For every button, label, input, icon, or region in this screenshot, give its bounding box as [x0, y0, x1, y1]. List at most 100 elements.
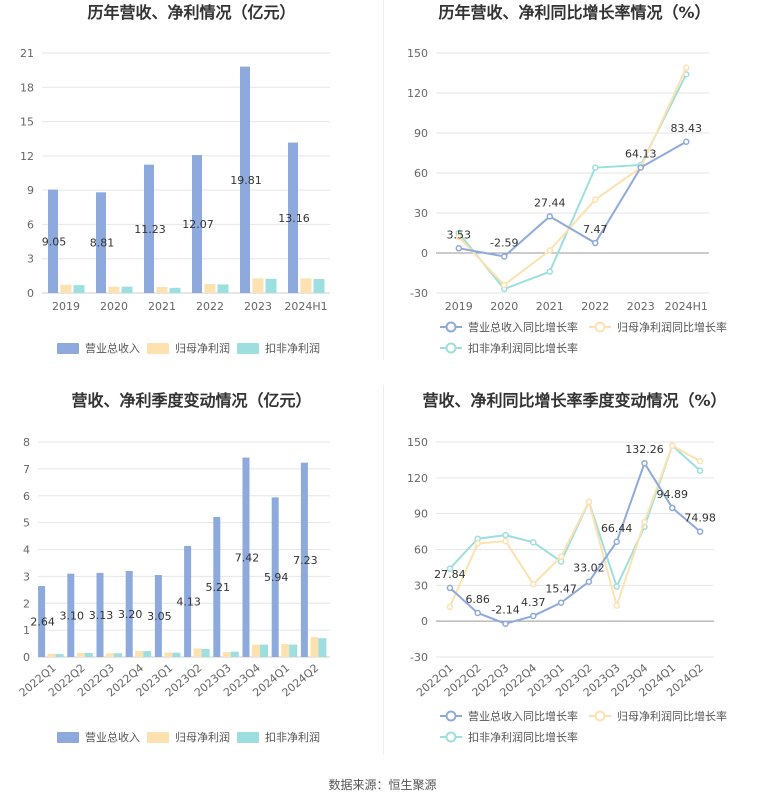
data-label: 94.89	[657, 488, 689, 501]
y-tick-label: -30	[410, 287, 428, 300]
data-label: 6.86	[465, 593, 490, 606]
bar-revenue	[96, 192, 106, 293]
bar-parent-profit	[135, 651, 144, 657]
x-tick-label: 2023	[627, 300, 655, 313]
bar-revenue	[67, 573, 75, 657]
x-tick-label: 2019	[52, 300, 80, 313]
data-label: 7.42	[235, 551, 260, 564]
data-label: 83.43	[671, 122, 703, 135]
bar-revenue	[125, 571, 133, 657]
legend-swatch	[147, 732, 169, 743]
bar-parent-profit	[310, 637, 319, 657]
bar-parent-profit	[252, 644, 260, 657]
series-point-2	[502, 531, 509, 539]
y-tick-label: 30	[414, 207, 428, 220]
series-point-0	[530, 612, 537, 620]
x-tick-label: 2024H1	[284, 300, 327, 313]
data-label: 3.53	[447, 228, 472, 241]
data-label: 7.23	[293, 554, 318, 567]
legend-marker	[594, 321, 606, 333]
quarterly-revenue-profit-svg: 营收、净利季度变动情况（亿元）0123456782022Q12022Q22022…	[17, 391, 330, 744]
data-label: 8.81	[90, 237, 115, 250]
data-label: 3.05	[147, 610, 172, 623]
data-label: 7.47	[583, 223, 608, 236]
bar-revenue	[240, 66, 250, 293]
series-point-2	[613, 583, 620, 590]
legend-label: 归母净利润同比增长率	[617, 709, 727, 723]
legend-label: 营业总收入	[85, 730, 140, 744]
y-tick-label: 60	[414, 167, 428, 180]
y-tick-label: 5	[23, 517, 30, 530]
legend-marker	[445, 321, 457, 333]
y-tick-label: 9	[27, 184, 34, 197]
x-tick-label: 2023	[244, 300, 272, 313]
data-label: 4.37	[521, 596, 546, 609]
data-label: 4.13	[176, 596, 201, 609]
series-point-0	[557, 599, 565, 606]
bar-deducted-profit	[217, 284, 229, 293]
divider-bottom	[383, 385, 384, 755]
legend-label: 归母净利润	[175, 730, 230, 744]
bar-revenue	[144, 164, 154, 293]
y-tick-label: 2	[23, 597, 30, 610]
x-tick-label: 2020	[490, 300, 518, 313]
y-tick-label: 4	[23, 544, 30, 557]
annual-growth-rate-svg: 历年营收、净利同比增长率情况（%） -30 0 30 60 90 120 150 2019 202…	[407, 3, 727, 355]
bar-parent-profit	[164, 652, 173, 657]
series-point-0	[696, 528, 704, 535]
series-point-0	[455, 245, 462, 252]
y-tick-label: 8	[23, 436, 30, 449]
bar-parent-profit	[60, 284, 72, 293]
series-point-1	[592, 196, 599, 203]
y-tick-label: 18	[20, 81, 34, 94]
series-point-0	[637, 164, 644, 171]
series-point-2	[592, 164, 599, 171]
data-label: -2.14	[491, 604, 519, 617]
data-label: 3.20	[118, 608, 143, 621]
series-point-0	[592, 239, 599, 247]
legend-marker	[445, 710, 457, 722]
y-tick-label: 3	[27, 253, 34, 266]
x-tick-label: 2021	[148, 300, 176, 313]
series-point-1	[641, 518, 648, 526]
y-tick-label: 150	[407, 436, 428, 449]
series-line-1	[458, 67, 688, 287]
data-label: 5.94	[264, 571, 289, 584]
data-label: 19.81	[230, 174, 262, 187]
legend-label: 归母净利润同比增长率	[617, 320, 727, 334]
chart-title: 历年营收、净利情况（亿元）	[87, 3, 295, 22]
data-label: 13.16	[278, 212, 310, 225]
chart-title: 历年营收、净利同比增长率情况（%）	[438, 3, 710, 22]
y-tick-label: 0	[23, 651, 30, 664]
y-tick-label: 1	[23, 624, 30, 637]
data-label: 27.44	[534, 196, 566, 209]
legend-label: 营业总收入同比增长率	[468, 709, 578, 723]
x-tick-label: 2022	[196, 300, 224, 313]
bar-revenue	[288, 142, 298, 293]
series-point-1	[557, 553, 565, 560]
bar-revenue	[96, 572, 104, 657]
y-tick-label: 120	[407, 472, 428, 485]
y-tick-label: 12	[20, 150, 34, 163]
bar-parent-profit	[76, 652, 85, 657]
data-label: 2.64	[30, 616, 55, 629]
quarterly-revenue-profit-chart: 营收、净利季度变动情况（亿元） 0 1 2 3 4 5 6 7 8 2022Q1 2022Q2 2022…	[0, 378, 383, 763]
legend-label: 扣非净利润同比增长率	[468, 730, 578, 744]
bar-revenue	[242, 457, 250, 657]
data-label: 66.44	[601, 522, 633, 535]
bar-deducted-profit	[265, 278, 277, 293]
annual-revenue-profit-chart: 历年营收、净利情况（亿元） 0 3 6 9 12 15 18 21 2019 2020 2021 202…	[0, 0, 383, 370]
bar-revenue	[38, 586, 46, 657]
bar-deducted-profit	[84, 652, 93, 657]
series-point-0	[546, 213, 553, 220]
data-label: 64.13	[625, 147, 657, 160]
bar-deducted-profit	[260, 644, 268, 657]
series-point-1	[683, 64, 690, 71]
x-tick-label: 2024H1	[665, 300, 708, 313]
data-source-footer: 数据来源：恒生聚源	[328, 778, 437, 792]
legend-swatch	[57, 343, 79, 354]
bar-deducted-profit	[313, 279, 325, 293]
y-tick-label: 60	[414, 544, 428, 557]
legend-swatch	[237, 732, 259, 743]
series-point-1	[474, 540, 481, 547]
